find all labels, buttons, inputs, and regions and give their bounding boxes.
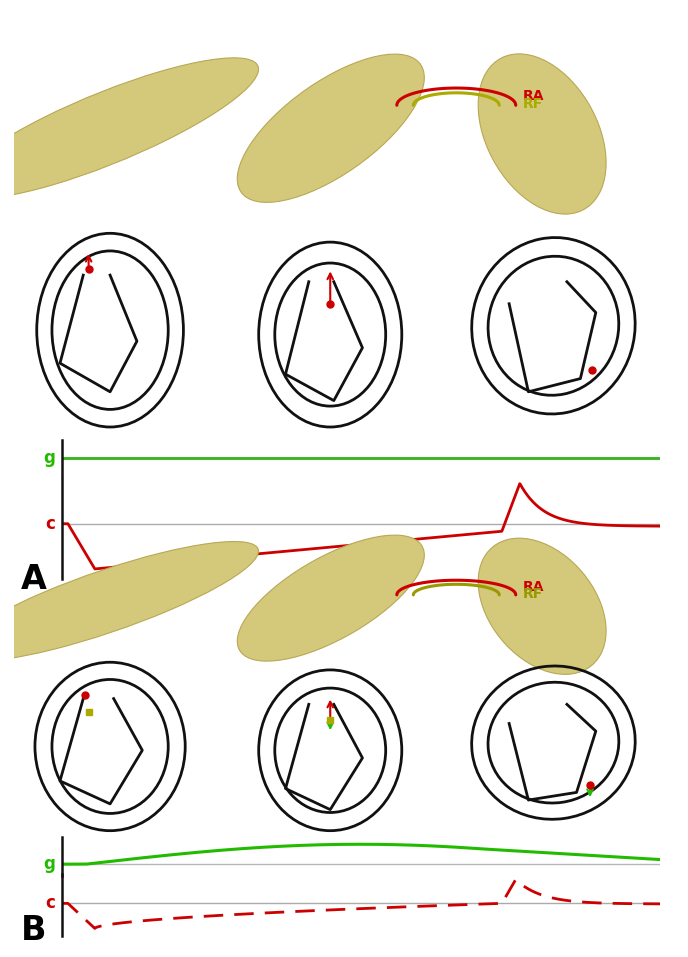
Ellipse shape bbox=[237, 55, 424, 202]
Ellipse shape bbox=[0, 542, 259, 661]
Text: c: c bbox=[45, 895, 55, 912]
Ellipse shape bbox=[478, 538, 606, 675]
Text: c: c bbox=[45, 515, 55, 533]
Text: g: g bbox=[43, 450, 55, 467]
Ellipse shape bbox=[237, 535, 424, 661]
Text: g: g bbox=[43, 856, 55, 873]
Text: A: A bbox=[21, 563, 47, 595]
Text: B: B bbox=[21, 914, 46, 946]
Ellipse shape bbox=[478, 54, 606, 214]
Ellipse shape bbox=[0, 57, 259, 199]
Text: RF: RF bbox=[522, 98, 543, 111]
Text: RF: RF bbox=[522, 588, 543, 601]
Text: RA: RA bbox=[522, 580, 544, 593]
Text: RA: RA bbox=[522, 89, 544, 102]
